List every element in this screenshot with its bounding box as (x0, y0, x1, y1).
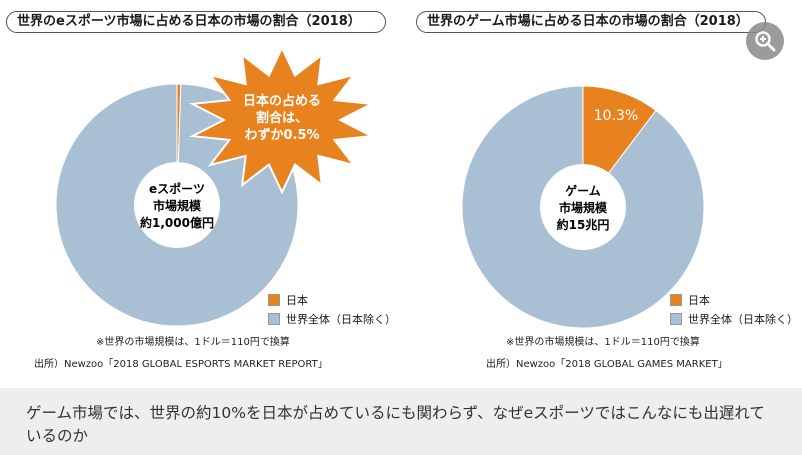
games-center-label-line-1: ゲーム (565, 183, 601, 198)
legend-swatch-japan (268, 293, 280, 306)
games-note: ※世界の市場規模は、1ドル＝110円で換算 (506, 337, 700, 348)
esports-chart-panel: 世界のeスポーツ市場に占める日本の市場の割合（2018） 日本の占める 割合は、… (0, 0, 400, 388)
legend-label-japan: 日本 (688, 293, 710, 307)
esports-pie-chart: 日本の占める 割合は、 わずか0.5% eスポーツ 市場規模 約1,000億円 (55, 45, 375, 327)
games-center-label-line-2: 市場規模 (559, 200, 608, 215)
games-japan-slice-label: 10.3% (594, 108, 638, 124)
games-chart-panel: 世界のゲーム市場に占める日本の市場の割合（2018） 10.3% ゲーム 市場規… (402, 0, 802, 388)
callout-text-line-2: 割合は、 (256, 110, 308, 126)
legend-item-world: 世界全体（日本除く） (268, 309, 396, 328)
games-pie-chart: 10.3% ゲーム 市場規模 約15兆円 (461, 85, 705, 329)
callout-text-line-3: わずか0.5% (244, 127, 319, 143)
legend-swatch-world (670, 312, 682, 325)
legend-swatch-japan (670, 293, 682, 306)
esports-legend: 日本 世界全体（日本除く） (268, 290, 396, 328)
callout-text-line-1: 日本の占める (243, 93, 321, 109)
zoom-button[interactable] (746, 22, 784, 60)
legend-label-world: 世界全体（日本除く） (688, 312, 798, 326)
legend-label-japan: 日本 (286, 293, 308, 307)
esports-chart-title: 世界のeスポーツ市場に占める日本の市場の割合（2018） (6, 11, 386, 33)
games-center-label-line-3: 約15兆円 (557, 217, 610, 232)
games-chart-title: 世界のゲーム市場に占める日本の市場の割合（2018） (416, 11, 766, 33)
esports-note: ※世界の市場規模は、1ドル＝110円で換算 (96, 337, 290, 348)
zoom-in-icon (755, 31, 776, 52)
esports-source: 出所）Newzoo「2018 GLOBAL ESPORTS MARKET REP… (34, 359, 328, 370)
legend-swatch-world (268, 312, 280, 325)
esports-center-label-line-3: 約1,000億円 (140, 215, 214, 230)
legend-item-world: 世界全体（日本除く） (670, 309, 798, 328)
esports-center-label-line-2: 市場規模 (153, 198, 202, 213)
callout-burst (189, 45, 375, 195)
esports-center-disc (134, 162, 220, 248)
legend-item-japan: 日本 (670, 290, 798, 309)
games-source: 出所）Newzoo「2018 GLOBAL GAMES MARKET」 (486, 359, 728, 370)
games-legend: 日本 世界全体（日本除く） (670, 290, 798, 328)
esports-center-label-line-1: eスポーツ (149, 181, 205, 196)
legend-label-world: 世界全体（日本除く） (286, 312, 396, 326)
legend-item-japan: 日本 (268, 290, 396, 309)
article-caption: ゲーム市場では、世界の約10%を日本が占めているにも関わらず、なぜeスポーツでは… (0, 388, 802, 455)
games-center-disc (540, 164, 626, 250)
